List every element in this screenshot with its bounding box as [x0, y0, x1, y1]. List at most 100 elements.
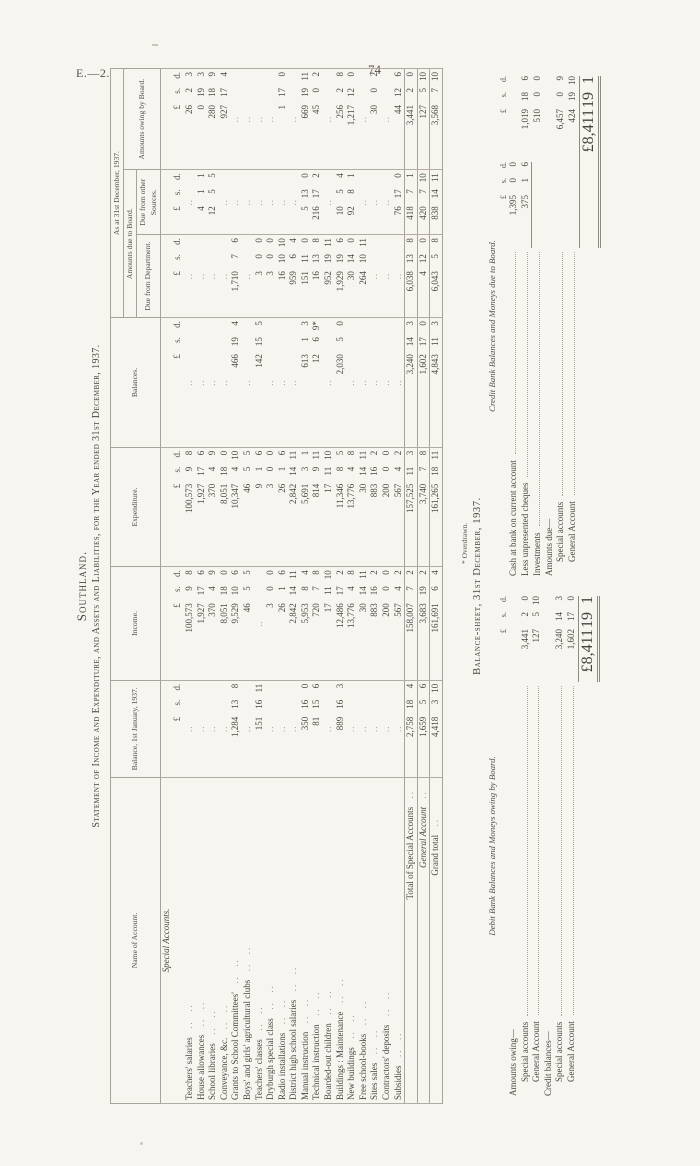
- money-balance-jan: ..: [288, 725, 299, 733]
- table-row: Buildings : Maintenance .. .. 889 16 3 12,48…: [334, 68, 347, 1104]
- cell-blank: [160, 680, 173, 778]
- cell-balance-jan: ..: [207, 680, 219, 778]
- cell-owing: 3,568 7 10: [429, 68, 443, 170]
- cell-due-dept: ..: [369, 234, 382, 318]
- cell-account-name: Total of Special Accounts ..: [404, 777, 418, 1104]
- cell-due-other: ..: [357, 169, 370, 235]
- cell-balance-jan: 1,659 5 6: [417, 680, 430, 778]
- money-due-other: 92 8 1: [346, 173, 357, 216]
- money-balances: ..: [218, 379, 229, 386]
- money-balance-jan: ..: [392, 725, 403, 733]
- money-balances: ..: [265, 379, 276, 386]
- cell-balances: ..: [207, 317, 219, 448]
- money-owing: ..: [253, 115, 264, 123]
- money-due-dept: 16 13 8: [311, 238, 322, 281]
- cell-income: 161,691 6 4: [429, 566, 443, 681]
- debit-subheading: Debit Bank Balances and Moneys owing by …: [487, 756, 497, 936]
- money-owing: 127 5 10: [417, 72, 428, 119]
- line-label: Special accounts: [519, 1021, 530, 1082]
- cell-account-name: Radio installations .. ..: [276, 777, 289, 1104]
- cell-account-name: Boys' and girls' agricultural clubs .. .…: [241, 777, 254, 1104]
- col-header-due-group: Amounts due to Board.: [123, 169, 137, 318]
- money-balances: ..: [392, 379, 403, 386]
- statement-title: Statement of Income and Expenditure, and…: [91, 344, 103, 828]
- cell-account-name: Subsidies .. ..: [392, 777, 405, 1104]
- money-due-dept: 959 6 4: [288, 238, 299, 285]
- col-header-expenditure: Expenditure.: [110, 447, 161, 567]
- money-income: 13,776 4 8: [346, 570, 357, 629]
- credit-subheading: Credit Bank Balances and Moneys due to B…: [487, 240, 497, 412]
- cell-income: 17 11 10: [323, 566, 335, 681]
- money-balance-jan: 4,418 3 10: [430, 683, 441, 737]
- money-due-other: ..: [357, 198, 368, 206]
- table-row: Subsidies .. .... 567 4 2 567 4 2.... 76 17 0 44 12…: [392, 68, 405, 1104]
- line-label: Special accounts: [555, 501, 565, 562]
- money-balances: ..: [346, 379, 357, 386]
- cell-income: 370 4 9: [207, 566, 219, 681]
- cell-account-name: Teachers' classes .. ..: [253, 777, 266, 1104]
- cell-due-other: 420 7 10: [417, 169, 430, 235]
- money-balance-jan: ..: [323, 725, 334, 733]
- debit-line: Special accounts 3,441 2 0: [520, 596, 532, 1096]
- money-balance-jan: 151 16 11: [253, 683, 264, 731]
- cell-due-other: ..: [265, 169, 277, 235]
- total-row: Grand total .. 4,418 3 10 161,691 6 4 161,265 18…: [429, 68, 443, 1104]
- money-owing: £ s. d.: [172, 72, 183, 110]
- money-balance-jan: ..: [346, 725, 357, 733]
- section-heading-row: Special Accounts.: [160, 68, 173, 1104]
- credit-amount-inner: 375 1 6: [519, 162, 532, 248]
- cell-blank: [160, 447, 173, 567]
- money-owing: 927 17 4: [218, 72, 229, 119]
- cell-balances: ..: [323, 317, 335, 448]
- cell-income: 883 16 2: [369, 566, 382, 681]
- cell-due-other: ..: [288, 169, 300, 235]
- money-income: 5,953 8 4: [299, 570, 310, 624]
- money-owing: ..: [288, 115, 299, 123]
- cell-due-dept: ..: [241, 234, 254, 318]
- total-row: Total of Special Accounts .. 2,758 18 4 158,…: [404, 68, 418, 1104]
- cell-account-name: Sites sales .. ..: [369, 777, 382, 1104]
- money-due-other: ..: [381, 198, 392, 206]
- money-owing: 44 12 6: [392, 72, 403, 114]
- cell-account-name: New buildings .. ..: [346, 777, 358, 1104]
- cell-due-dept: £ s. d.: [172, 234, 184, 318]
- money-income: 9,529 10 6: [230, 570, 241, 624]
- money-balances: ..: [195, 379, 206, 386]
- table-row: District high school salaries .. .... 2,8…: [288, 68, 300, 1104]
- credit-line: General Account 424 19 10: [567, 76, 579, 576]
- overdrawn-footnote: * Overdrawn.: [460, 522, 469, 564]
- cell-expenditure: 17 11 10: [323, 447, 335, 567]
- cell-income: 46 5 5: [241, 566, 254, 681]
- cell-due-other: ..: [230, 169, 242, 235]
- money-balances: 613 1 3: [299, 321, 310, 368]
- cell-due-dept: ..: [183, 234, 196, 318]
- cell-due-other: ..: [218, 169, 231, 235]
- cell-due-other: ..: [183, 169, 196, 235]
- cell-balances: £ s. d.: [172, 317, 184, 448]
- cell-due-other: ..: [323, 169, 335, 235]
- money-due-dept: 4 12 0: [417, 238, 428, 276]
- money-balances: ..: [207, 379, 218, 386]
- money-due-dept: ..: [392, 272, 403, 280]
- table-row: Boarded-out children .. .... 17 11 10 17 11 10…: [323, 68, 335, 1104]
- money-balances: ..: [288, 379, 299, 386]
- cell-due-dept: 16 10 10: [276, 234, 289, 318]
- money-owing: 1 17 0: [276, 72, 287, 110]
- money-due-dept: ..: [381, 272, 392, 280]
- cell-expenditure: 11,346 8 5: [334, 447, 347, 567]
- money-due-dept: £ s. d.: [172, 238, 183, 276]
- cell-due-other: 418 7 1: [404, 169, 418, 235]
- cell-balances: ..: [241, 317, 254, 448]
- cell-expenditure: 1,927 17 6: [195, 447, 208, 567]
- cell-balance-jan: ..: [218, 680, 231, 778]
- cell-account-name: [172, 777, 184, 1104]
- money-income: 100,573 9 8: [183, 570, 194, 633]
- cell-income: 158,007 7 2: [404, 566, 418, 681]
- line-label: Investments: [532, 532, 542, 577]
- cell-owing: ..: [230, 68, 242, 170]
